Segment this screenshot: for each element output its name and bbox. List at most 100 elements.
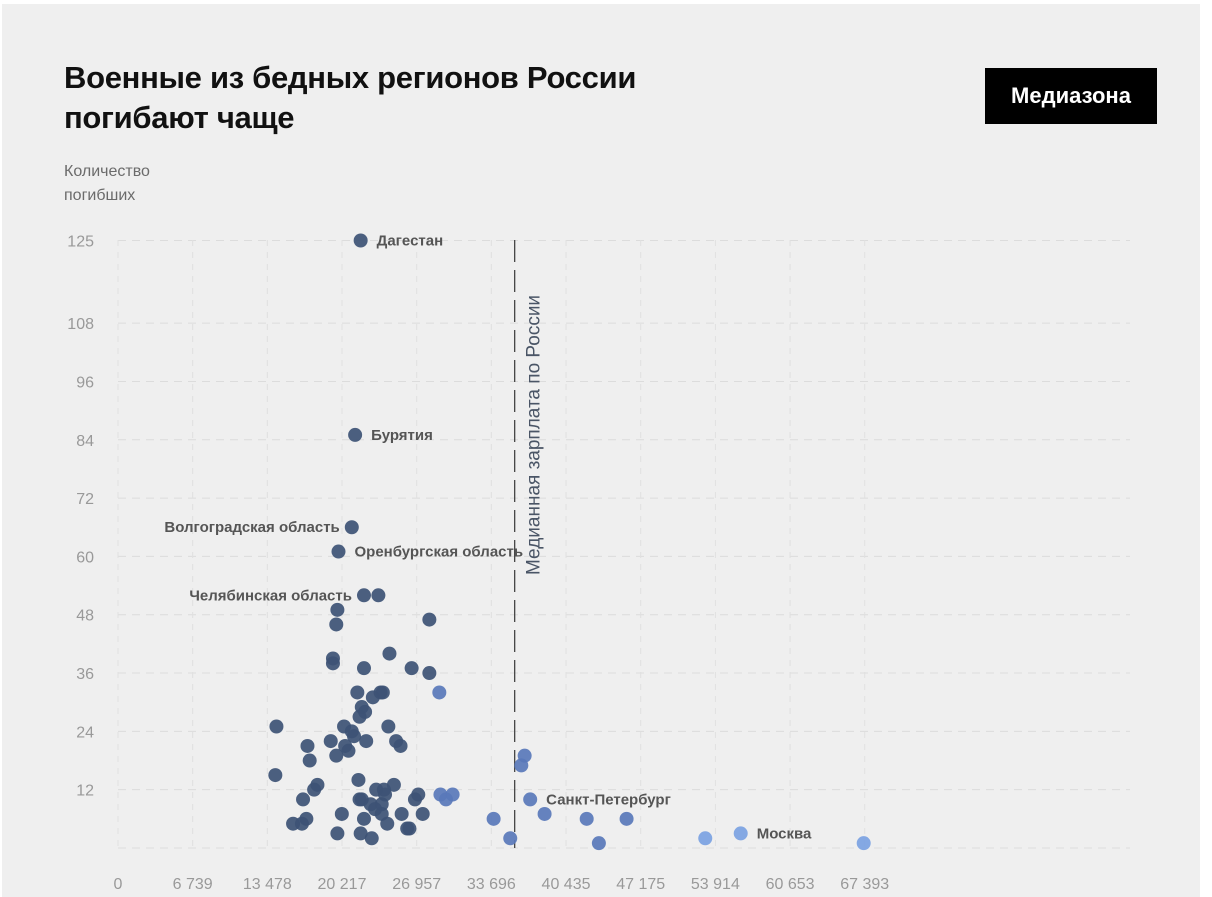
y-tick-label: 96 — [76, 374, 94, 391]
data-point[interactable] — [330, 826, 345, 841]
x-tick-label: 60 653 — [766, 876, 815, 893]
data-point[interactable] — [411, 787, 426, 802]
x-tick-label: 20 217 — [318, 876, 367, 893]
x-tick-label: 40 435 — [542, 876, 591, 893]
point-label: Санкт-Петербург — [546, 791, 671, 808]
median-salary-line: Медианная зарплата по России — [514, 240, 545, 848]
x-axis-ticks: 0 6 739 13 478 20 217 26 957 33 696 40 435 47 1… — [114, 876, 890, 893]
data-point[interactable] — [856, 836, 871, 851]
point-label: Челябинская область — [189, 587, 352, 604]
x-tick-label: 13 478 — [243, 876, 292, 893]
data-point[interactable] — [371, 588, 386, 603]
data-point[interactable] — [268, 768, 283, 783]
data-point[interactable] — [486, 811, 501, 826]
x-tick-label: 33 696 — [467, 876, 516, 893]
median-line-label: Медианная зарплата по России — [524, 295, 545, 575]
data-point[interactable] — [334, 806, 349, 821]
data-point[interactable] — [733, 826, 748, 841]
chart-card — [2, 4, 1200, 897]
data-point[interactable] — [351, 772, 366, 787]
data-point[interactable] — [329, 748, 344, 763]
x-tick-label: 6 739 — [173, 876, 213, 893]
data-point[interactable] — [330, 602, 345, 617]
data-point[interactable] — [331, 544, 346, 559]
y-tick-label: 108 — [67, 316, 94, 333]
data-point[interactable] — [382, 646, 397, 661]
data-point[interactable] — [445, 787, 460, 802]
y-tick-label: 125 — [67, 234, 94, 251]
data-point[interactable] — [591, 836, 606, 851]
chart-title-line-2: погибают чаще — [64, 100, 295, 135]
x-tick-label: 47 175 — [616, 876, 665, 893]
data-point[interactable] — [300, 738, 315, 753]
data-point[interactable] — [394, 806, 409, 821]
point-label: Волгоградская область — [164, 519, 339, 536]
grid — [117, 240, 1130, 849]
data-point[interactable] — [517, 748, 532, 763]
y-tick-label: 84 — [76, 433, 94, 450]
data-point[interactable] — [364, 831, 379, 846]
data-point[interactable] — [503, 831, 518, 846]
data-points — [268, 233, 871, 851]
data-point[interactable] — [402, 821, 417, 836]
data-point[interactable] — [353, 826, 368, 841]
data-point[interactable] — [365, 690, 380, 705]
data-point[interactable] — [523, 792, 538, 807]
y-tick-label: 72 — [76, 491, 94, 508]
x-tick-label: 53 914 — [691, 876, 740, 893]
data-point[interactable] — [415, 806, 430, 821]
y-tick-label: 60 — [76, 549, 94, 566]
data-point[interactable] — [433, 787, 448, 802]
x-tick-label: 67 393 — [840, 876, 889, 893]
brand-logo[interactable]: Медиазона — [985, 68, 1157, 124]
point-labels: Дагестан Бурятия Волгоградская область Орен… — [164, 233, 812, 843]
y-tick-label: 48 — [76, 608, 94, 625]
y-axis-ticks: 12 24 36 48 60 72 84 96 108 125 — [67, 234, 94, 800]
point-label: Бурятия — [371, 427, 433, 444]
data-point[interactable] — [356, 661, 371, 676]
data-point[interactable] — [347, 729, 362, 744]
data-point[interactable] — [356, 588, 371, 603]
data-point[interactable] — [359, 734, 374, 749]
point-label: Москва — [757, 825, 812, 842]
data-point[interactable] — [432, 685, 447, 700]
data-point[interactable] — [344, 520, 359, 535]
data-point[interactable] — [296, 792, 311, 807]
chart-title-line-1: Военные из бедных регионов России — [64, 60, 637, 95]
data-point[interactable] — [353, 233, 368, 248]
x-tick-label: 26 957 — [392, 876, 441, 893]
data-point[interactable] — [393, 738, 408, 753]
y-tick-label: 36 — [76, 666, 94, 683]
point-label: Оренбургская область — [354, 544, 523, 561]
data-point[interactable] — [422, 666, 437, 681]
data-point[interactable] — [299, 811, 314, 826]
point-label: Дагестан — [377, 233, 444, 250]
data-point[interactable] — [323, 734, 338, 749]
data-point[interactable] — [325, 656, 340, 671]
data-point[interactable] — [404, 661, 419, 676]
data-point[interactable] — [269, 719, 284, 734]
y-axis-label: Количество погибших — [64, 160, 204, 208]
data-point[interactable] — [381, 719, 396, 734]
y-tick-label: 12 — [76, 783, 94, 800]
data-point[interactable] — [341, 743, 356, 758]
data-point[interactable] — [302, 753, 317, 768]
data-point[interactable] — [350, 685, 365, 700]
data-point[interactable] — [386, 777, 401, 792]
data-point[interactable] — [579, 811, 594, 826]
data-point[interactable] — [422, 612, 437, 627]
data-point[interactable] — [307, 782, 322, 797]
y-axis-label-line-1: Количество — [64, 163, 150, 180]
data-point[interactable] — [329, 617, 344, 632]
data-point[interactable] — [698, 831, 713, 846]
data-point[interactable] — [537, 806, 552, 821]
data-point[interactable] — [619, 811, 634, 826]
y-tick-label: 24 — [76, 724, 94, 741]
data-point[interactable] — [380, 816, 395, 831]
x-tick-label: 0 — [114, 876, 123, 893]
data-point[interactable] — [356, 811, 371, 826]
chart-title: Военные из бедных регионов России погиба… — [64, 58, 764, 138]
data-point[interactable] — [348, 427, 363, 442]
data-point[interactable] — [352, 709, 367, 724]
